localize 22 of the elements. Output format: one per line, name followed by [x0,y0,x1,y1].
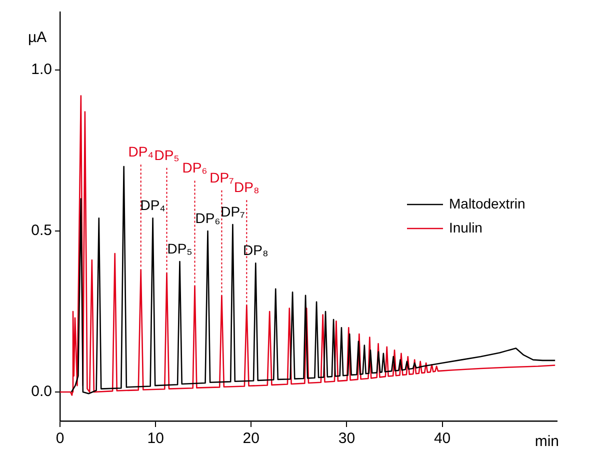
annotation: DP₆ [195,210,220,226]
x-tick-label: 0 [56,430,64,448]
y-tick-label: 0.5 [31,222,52,240]
annotation: DP₅ [167,240,192,257]
annotation: DP₇ [220,204,246,220]
legend-label: Maltodextrin [449,195,526,212]
x-tick-label: 10 [147,430,164,448]
y-axis-title: µA [28,29,47,46]
annotation: DP₅ [154,146,180,163]
legend-label: Inulin [449,219,482,236]
x-tick-label: 20 [242,430,260,448]
x-axis-title: min [534,433,559,450]
x-tick-label: 30 [338,430,356,448]
annotation: DP₈ [243,242,268,258]
annotation: DP₇ [210,169,234,186]
y-tick-label: 0.0 [31,383,52,400]
x-tick-label: 40 [434,430,451,448]
annotation: DP₆ [182,160,208,176]
annotation: DP₄ [128,144,154,160]
annotation: DP₈ [234,179,260,196]
annotation: DP₄ [140,197,166,214]
y-tick-label: 1.0 [31,61,52,78]
